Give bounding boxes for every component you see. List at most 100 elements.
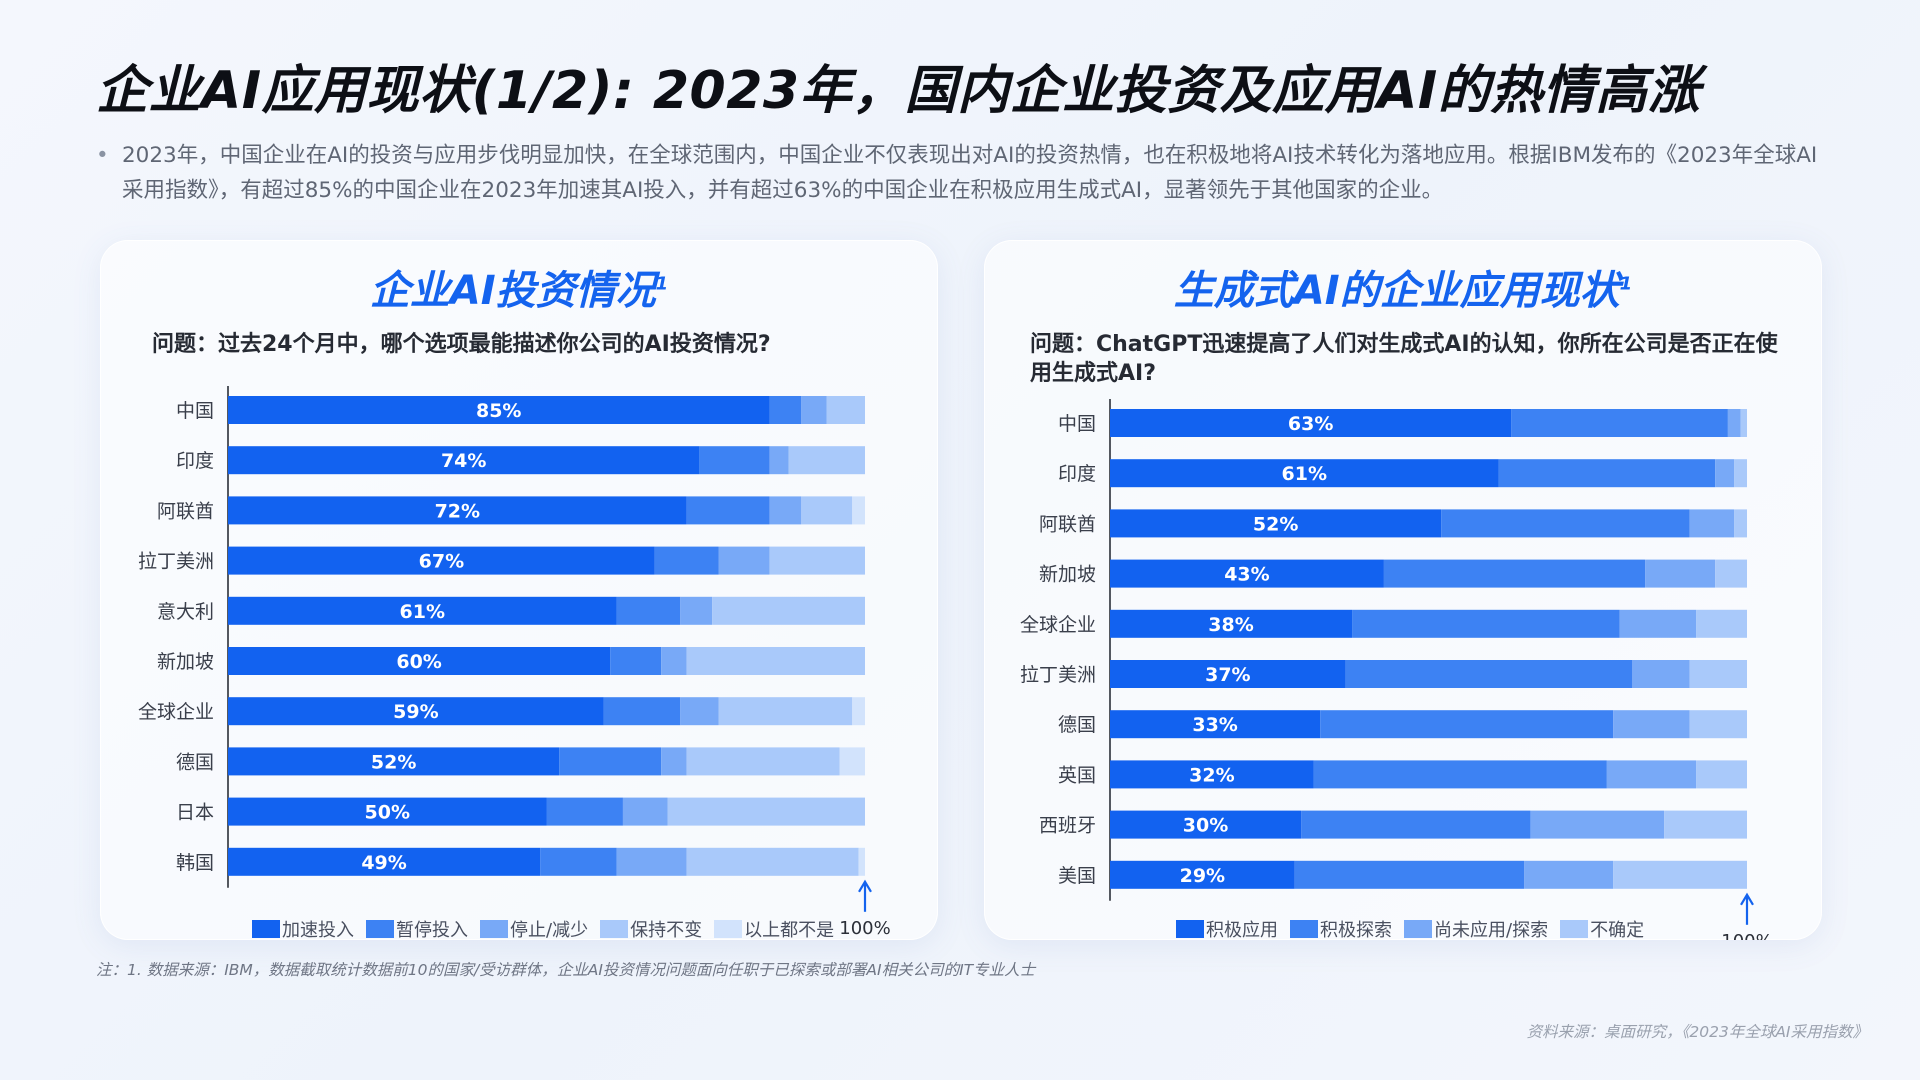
investment-bar-segment [228,446,700,475]
investment-data-label: 72% [435,500,480,522]
genai-bar-segment [1696,609,1747,638]
genai-bar-segment [1632,660,1690,688]
investment-category-label: 意大利 [157,601,214,623]
investment-bar-segment [686,647,865,675]
genai-category-label: 西班牙 [1039,815,1096,837]
investment-category-label: 全球企业 [138,701,214,723]
genai-data-label: 33% [1192,714,1237,736]
investment-bar-segment [559,747,662,776]
investment-chart-title: 企业AI投资情况1 [100,258,938,316]
investment-bar-segment [661,647,687,675]
genai-legend-swatch [1176,920,1204,938]
genai-bar-segment [1664,810,1747,839]
investment-bar-segment [718,546,770,575]
genai-bar-segment [1110,559,1384,588]
investment-bar-segment [699,446,770,475]
source-note: 资料来源：桌面研究，《2023年全球AI采用指数》 [1526,1023,1868,1041]
investment-legend-label: 停止/减少 [510,920,589,941]
genai-data-label: 30% [1183,815,1228,837]
genai-bar-segment [1383,559,1646,588]
footnote: 注：1. 数据来源：IBM，数据截取统计数据前10的国家/受访群体，企业AI投资… [96,961,1036,979]
page-title: 企业AI应用现状(1/2): 2023年，国内企业投资及应用AI的热情高涨 [96,61,1701,121]
genai-category-label: 印度 [1058,463,1096,485]
investment-bar-segment [616,596,681,625]
genai-bar-segment [1110,660,1346,688]
genai-legend-item: 不确定 [1560,916,1644,942]
investment-legend-swatch [714,920,743,938]
investment-legend-swatch [600,920,629,938]
investment-bar-segment [228,546,655,575]
investment-bar-segment [680,596,713,625]
investment-data-label: 50% [365,802,410,824]
investment-legend-swatch [252,920,280,938]
genai-bar-segment [1727,409,1741,437]
investment-bar-segment [540,847,617,876]
investment-category-label: 阿联酋 [157,500,214,522]
genai-bar-segment [1345,660,1633,688]
investment-legend-item: 暂停投入 [366,916,468,942]
genai-bar-segment [1689,660,1747,688]
genai-bar-segment [1110,409,1512,437]
genai-bar-segment [1498,459,1716,488]
investment-legend-label: 加速投入 [282,920,354,941]
genai-legend-swatch [1404,920,1432,938]
investment-bar-segment [228,747,560,776]
genai-data-label: 37% [1205,664,1250,686]
genai-data-label: 32% [1189,764,1234,786]
genai-end-label: 100% [1721,931,1772,940]
genai-stacked-bar-chart: 中国 63% 印度 61% 阿联酋 52% 新加坡 43% 全球企业 38% 拉丁美洲 37% 德国 33… [1020,399,1773,940]
investment-bar-segment [686,747,840,776]
investment-data-label: 52% [371,751,416,773]
genai-data-label: 52% [1253,513,1298,535]
genai-bar-segment [1606,760,1697,789]
investment-chart-question: 问题：过去24个月中，哪个选项最能描述你公司的AI投资情况? [152,332,771,357]
genai-bar-segment [1696,760,1747,789]
investment-bar-segment [839,747,865,776]
genai-legend-swatch [1290,920,1318,938]
investment-data-label: 85% [476,400,521,422]
genai-bar-segment [1320,710,1614,739]
investment-legend-label: 以上都不是 [744,920,835,941]
genai-data-label: 29% [1180,865,1225,887]
genai-data-label: 38% [1208,614,1253,636]
genai-category-label: 新加坡 [1039,564,1096,586]
investment-bar-segment [826,396,865,424]
genai-bar-segment [1110,760,1314,789]
intro-text: 2023年，中国企业在AI的投资与应用步伐明显加快，在全球范围内，中国企业不仅表… [122,143,1818,203]
investment-data-label: 49% [361,852,406,874]
investment-bar-segment [228,596,617,625]
investment-bar-segment [718,697,853,726]
investment-category-label: 拉丁美洲 [138,551,214,573]
genai-end-arrow-head [1740,892,1754,906]
genai-category-label: 英国 [1058,764,1096,786]
genai-chart-title: 生成式AI的企业应用现状1 [984,258,1822,316]
investment-data-label: 60% [396,651,441,673]
genai-category-label: 阿联酋 [1039,513,1096,535]
investment-bar-segment [228,496,687,525]
genai-bar-segment [1715,459,1735,488]
investment-legend-label: 暂停投入 [396,920,468,941]
investment-bar-segment [228,697,604,726]
genai-bar-segment [1613,860,1747,889]
investment-bar-segment [228,647,611,675]
genai-bar-segment [1619,609,1697,638]
genai-legend-label: 积极探索 [1320,920,1392,941]
investment-end-arrow-head [858,879,872,893]
investment-bar-segment [616,847,687,876]
investment-legend-item: 以上都不是 [714,916,834,942]
genai-bar-segment [1734,459,1747,488]
investment-legend-label: 保持不变 [630,920,703,941]
investment-bar-segment [769,496,802,525]
investment-bar-segment [667,797,865,826]
investment-bar-segment [610,647,662,675]
genai-bar-segment [1110,860,1295,889]
genai-bar-segment [1110,810,1302,839]
investment-data-label: 74% [441,450,486,472]
genai-bar-segment [1524,860,1614,889]
investment-bar-segment [622,797,668,826]
genai-category-label: 拉丁美洲 [1020,664,1096,686]
genai-bar-segment [1645,559,1716,588]
investment-bar-segment [769,396,802,424]
investment-bar-segment [769,446,789,475]
investment-bar-segment [228,396,770,424]
